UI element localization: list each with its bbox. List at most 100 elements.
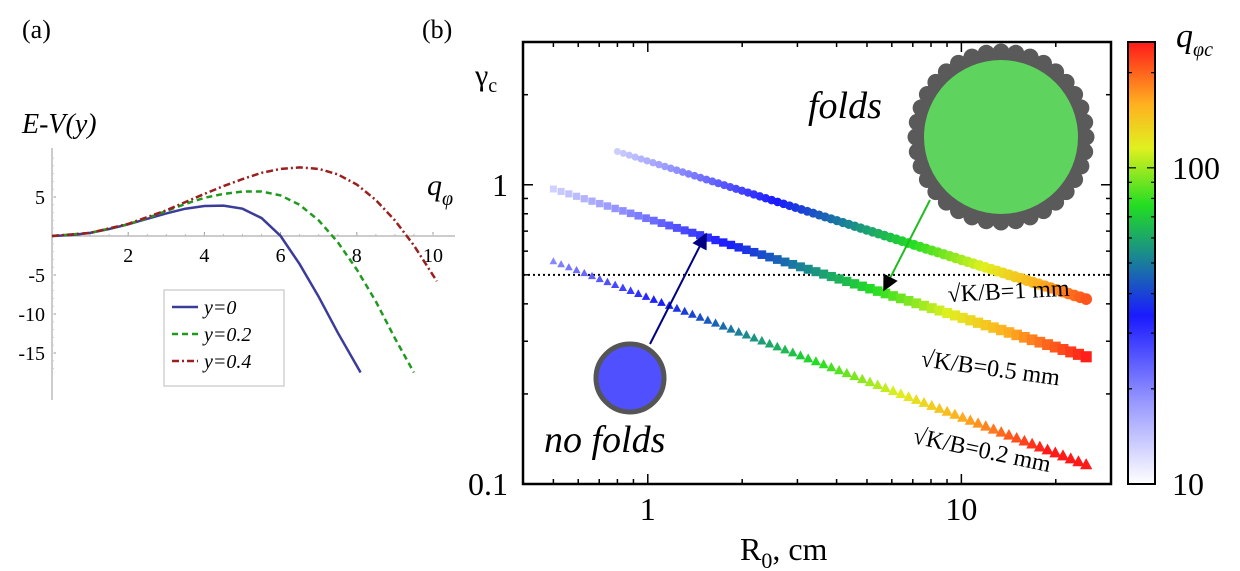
point-triangle: [772, 341, 783, 351]
point-square: [934, 305, 945, 316]
point-circle: [613, 148, 621, 156]
point-square: [1019, 331, 1030, 343]
point-square: [1049, 341, 1061, 353]
point-square: [834, 274, 844, 284]
point-square: [719, 238, 728, 247]
point-triangle: [572, 266, 581, 274]
colorbar-bar: [1127, 41, 1156, 485]
point-triangle: [826, 362, 837, 372]
panel-b-ticks: 1 10 1 0.1: [468, 41, 1112, 527]
no-folds-arrow: [649, 232, 707, 345]
panel-b-xlabel: R0, cm: [740, 531, 828, 571]
colorbar-label: qφc: [1176, 18, 1213, 61]
point-triangle: [549, 257, 558, 265]
fold-bump: [1076, 113, 1094, 131]
fold-bump: [1072, 99, 1090, 117]
point-square: [672, 223, 681, 232]
point-square: [1034, 336, 1046, 348]
point-triangle: [718, 321, 728, 330]
point-circle: [678, 168, 687, 176]
panel-a-xtick-label: 8: [352, 245, 362, 267]
point-triangle: [749, 332, 759, 342]
point-square: [888, 291, 898, 301]
point-circle: [637, 155, 645, 163]
panel-a-ytick-label: -5: [28, 265, 45, 287]
series-label: √K/B=0.5 mm: [919, 346, 1062, 391]
fold-bump: [963, 48, 981, 66]
point-triangle: [810, 356, 821, 366]
panel-b-xtick-label: 10: [945, 491, 977, 527]
point-triangle: [1041, 443, 1054, 455]
point-triangle: [957, 411, 969, 422]
point-triangle: [887, 385, 899, 396]
point-square: [980, 319, 991, 331]
point-triangle: [564, 263, 573, 271]
point-square: [711, 235, 720, 245]
point-triangle: [1056, 449, 1070, 461]
legend-entry: y=0.4: [202, 351, 251, 373]
fold-bump: [1007, 212, 1025, 230]
fold-bump: [1021, 48, 1039, 66]
point-square: [865, 283, 875, 294]
point-square: [811, 267, 821, 277]
panel-a-line-y04: [51, 166, 438, 282]
fold-bump: [977, 44, 995, 62]
point-circle: [1080, 293, 1093, 305]
point-square: [757, 250, 767, 259]
folds-illustration: folds: [808, 43, 1095, 292]
series-circle: [613, 148, 1093, 305]
no-folds-illustration: no folds: [544, 232, 707, 461]
point-square: [772, 255, 782, 264]
point-square: [642, 214, 650, 223]
point-square: [911, 298, 922, 309]
point-triangle: [641, 292, 651, 300]
point-square: [703, 233, 712, 242]
point-circle: [619, 149, 627, 157]
point-triangle: [841, 367, 852, 378]
point-square: [611, 204, 619, 213]
point-triangle: [895, 388, 907, 398]
folds-label: folds: [808, 85, 882, 127]
panel-a-label: (a): [22, 15, 51, 44]
point-square: [857, 281, 867, 291]
point-circle: [696, 173, 705, 182]
panel-b-points: [549, 148, 1093, 470]
colorbar-tick-label: 10: [1172, 466, 1204, 502]
point-square: [619, 207, 627, 215]
fold-bump: [937, 63, 955, 81]
point-square: [819, 269, 829, 279]
point-triangle: [987, 423, 1000, 434]
panel-b-ytick-label: 0.1: [468, 466, 508, 502]
fold-bump: [1047, 193, 1065, 211]
point-triangle: [611, 280, 620, 289]
point-triangle: [995, 426, 1007, 437]
point-square: [1042, 339, 1053, 351]
point-triangle: [1080, 458, 1093, 470]
panel-a-xtick-label: 4: [199, 245, 209, 267]
point-square: [949, 310, 960, 321]
panel-a-ylabel: E-V(y): [21, 109, 97, 140]
point-triangle: [703, 315, 713, 324]
point-square: [565, 190, 573, 198]
fold-bump: [963, 208, 981, 226]
point-triangle: [764, 338, 775, 348]
point-square: [1003, 327, 1015, 338]
point-square: [880, 288, 891, 299]
panel-a-xlabel: qφ: [427, 169, 453, 210]
point-triangle: [1064, 452, 1077, 464]
point-triangle: [603, 277, 612, 286]
point-square: [549, 185, 557, 193]
fold-bump: [1035, 202, 1052, 220]
fold-bump: [1066, 86, 1084, 103]
point-triangle: [926, 399, 938, 410]
panel-a-ticks: 2 4 6 8 10 5 -5 -10 -15: [18, 157, 443, 370]
point-triangle: [972, 417, 984, 428]
point-square: [680, 226, 689, 235]
fold-bump: [1047, 63, 1065, 81]
point-square: [896, 293, 906, 304]
series-triangle: [549, 257, 1093, 470]
point-circle: [643, 157, 651, 165]
point-triangle: [1018, 434, 1031, 446]
point-square: [765, 252, 774, 262]
series-square: [549, 185, 1092, 363]
